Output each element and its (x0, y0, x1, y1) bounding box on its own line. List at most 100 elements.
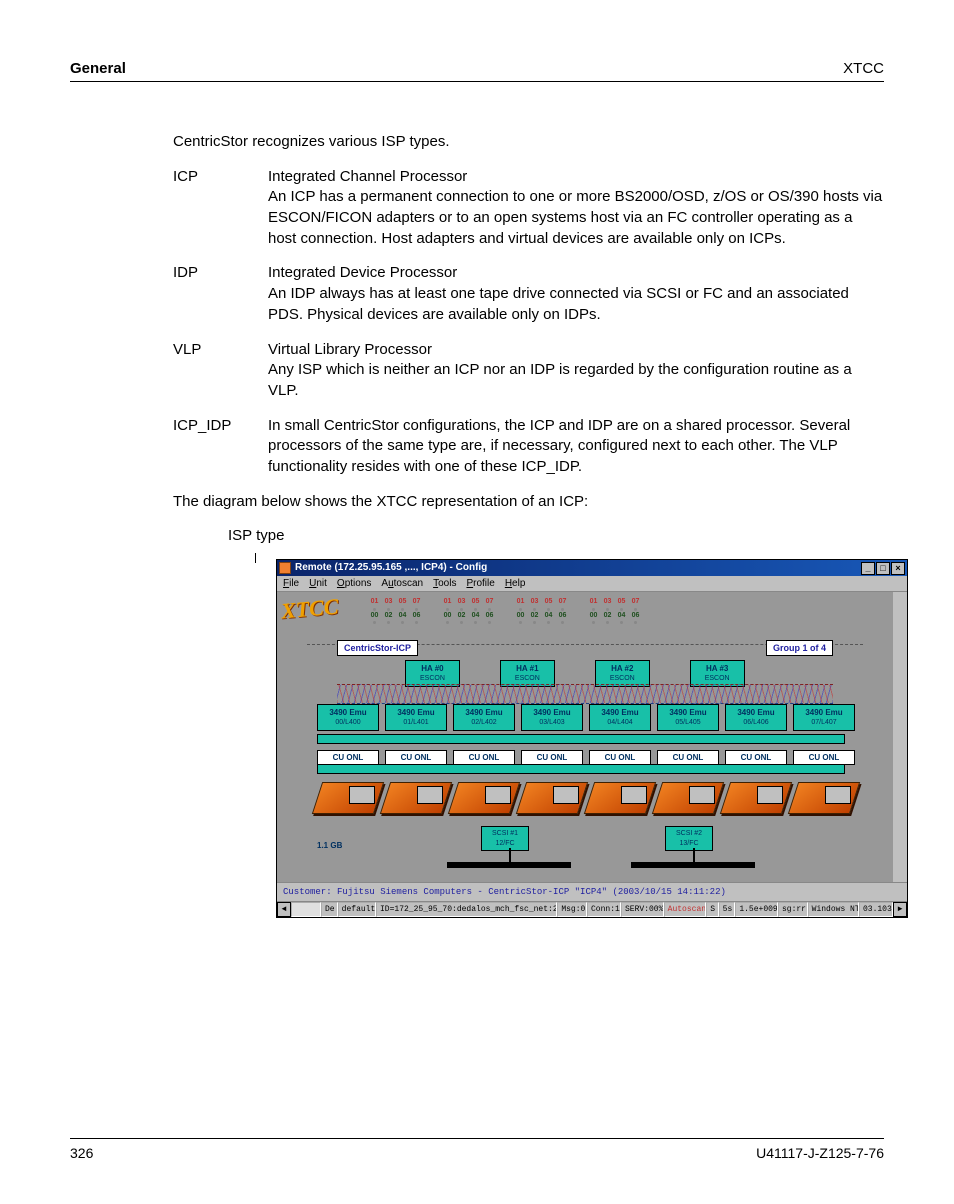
emu-box[interactable]: 3490 Emu03/L403 (521, 704, 583, 731)
page-number: 326 (70, 1145, 93, 1161)
ha-box[interactable]: HA #1ESCON (500, 660, 555, 687)
isp-type-label: ISP type (228, 526, 884, 547)
cu-box[interactable]: CU ONL (589, 750, 651, 765)
device-tile[interactable] (317, 782, 379, 814)
status-cell: sg:rr (778, 902, 808, 917)
scsi-1[interactable]: SCSI #112/FC (481, 826, 529, 851)
status-cell: ID=172_25_95_70:dedalos_mch_fsc_net:2979 (376, 902, 557, 917)
channel-cell: 06 (484, 611, 495, 625)
window-titlebar[interactable]: Remote (172.25.95.165 ,..., ICP4) - Conf… (277, 560, 907, 576)
channel-cell: 02 (529, 611, 540, 625)
def-desc: Integrated Channel ProcessorAn ICP has a… (268, 167, 884, 250)
cu-box[interactable]: CU ONL (317, 750, 379, 765)
channel-cell: 05 (543, 597, 554, 611)
emu-box[interactable]: 3490 Emu02/L402 (453, 704, 515, 731)
channel-cell: 07 (630, 597, 641, 611)
header-right: XTCC (843, 60, 884, 77)
channel-cell: 02 (602, 611, 613, 625)
device-tile[interactable] (589, 782, 651, 814)
header-left: General (70, 60, 126, 77)
channel-cell: 04 (543, 611, 554, 625)
cu-box[interactable]: CU ONL (385, 750, 447, 765)
screenshot-window: Remote (172.25.95.165 ,..., ICP4) - Conf… (276, 559, 908, 918)
def-term: VLP (173, 340, 268, 402)
menu-help[interactable]: Help (505, 577, 526, 591)
menu-file[interactable]: File (283, 577, 299, 591)
doc-id: U41117-J-Z125-7-76 (756, 1145, 884, 1161)
channel-cell: 07 (411, 597, 422, 611)
device-tile[interactable] (385, 782, 447, 814)
bus-band-1 (317, 734, 845, 744)
menu-unit[interactable]: Unit (309, 577, 327, 591)
channel-cell: 03 (529, 597, 540, 611)
channel-cell: 06 (557, 611, 568, 625)
hscroll-left[interactable]: ◄ (277, 902, 291, 917)
channel-cell: 01 (588, 597, 599, 611)
close-button[interactable]: × (891, 562, 905, 575)
maximize-button[interactable]: □ (876, 562, 890, 575)
emu-box[interactable]: 3490 Emu06/L406 (725, 704, 787, 731)
cu-box[interactable]: CU ONL (725, 750, 787, 765)
channel-cell: 07 (557, 597, 568, 611)
device-tile[interactable] (657, 782, 719, 814)
bus-band-2 (317, 764, 845, 774)
status-cell: 5s (719, 902, 736, 917)
menu-tools[interactable]: Tools (433, 577, 456, 591)
ha-box[interactable]: HA #3ESCON (690, 660, 745, 687)
channel-cell: 02 (383, 611, 394, 625)
app-icon (279, 562, 291, 574)
def-term: IDP (173, 263, 268, 325)
def-desc: In small CentricStor configurations, the… (268, 416, 884, 478)
cu-box[interactable]: CU ONL (793, 750, 855, 765)
emu-box[interactable]: 3490 Emu05/L405 (657, 704, 719, 731)
scsi-2[interactable]: SCSI #213/FC (665, 826, 713, 851)
def-term: ICP (173, 167, 268, 250)
channel-cell: 01 (515, 597, 526, 611)
connection-mesh (337, 684, 833, 704)
channel-cell: 05 (397, 597, 408, 611)
emu-box[interactable]: 3490 Emu07/L407 (793, 704, 855, 731)
status-cell: 1.5e+009 (735, 902, 778, 917)
status-cell: Msg:0 (557, 902, 587, 917)
def-term: ICP_IDP (173, 416, 268, 478)
channel-cell: 03 (602, 597, 613, 611)
status-cell: Autoscan (664, 902, 707, 917)
menu-options[interactable]: Options (337, 577, 371, 591)
hscroll-right[interactable]: ► (893, 902, 907, 917)
channel-cell: 04 (397, 611, 408, 625)
status-cell: 03.103 (859, 902, 893, 917)
device-tile[interactable] (793, 782, 855, 814)
menu-bar: File Unit Options Autoscan Tools Profile… (277, 576, 907, 592)
ha-box[interactable]: HA #2ESCON (595, 660, 650, 687)
channel-cell: 06 (411, 611, 422, 625)
channel-cell: 05 (470, 597, 481, 611)
intro-text: CentricStor recognizes various ISP types… (173, 132, 884, 153)
scrollbar-vertical[interactable] (894, 594, 906, 619)
cu-box[interactable]: CU ONL (521, 750, 583, 765)
device-tile[interactable] (725, 782, 787, 814)
channel-cell: 07 (484, 597, 495, 611)
minimize-button[interactable]: _ (861, 562, 875, 575)
menu-autoscan[interactable]: Autoscan (381, 577, 423, 591)
channel-cell: 00 (588, 611, 599, 625)
emu-box[interactable]: 3490 Emu00/L400 (317, 704, 379, 731)
isp-type-tick (255, 553, 256, 563)
diagram-canvas: XTCC 01030507000204060103050700020406010… (277, 592, 907, 882)
status-cell: SERV:00% (621, 902, 664, 917)
channel-cell: 00 (515, 611, 526, 625)
cu-box[interactable]: CU ONL (657, 750, 719, 765)
channel-cell: 06 (630, 611, 641, 625)
window-title: Remote (172.25.95.165 ,..., ICP4) - Conf… (295, 561, 487, 575)
device-tile[interactable] (453, 782, 515, 814)
emu-box[interactable]: 3490 Emu04/L404 (589, 704, 651, 731)
channel-cell: 04 (616, 611, 627, 625)
cu-box[interactable]: CU ONL (453, 750, 515, 765)
ha-box[interactable]: HA #0ESCON (405, 660, 460, 687)
hscroll-track[interactable] (291, 902, 321, 917)
menu-profile[interactable]: Profile (466, 577, 494, 591)
status-cell: De (321, 902, 338, 917)
capacity-label: 1.1 GB (317, 840, 342, 851)
status-cell: Windows NT (808, 902, 859, 917)
device-tile[interactable] (521, 782, 583, 814)
emu-box[interactable]: 3490 Emu01/L401 (385, 704, 447, 731)
